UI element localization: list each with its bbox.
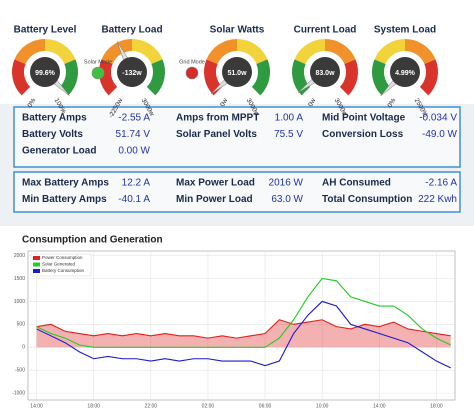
gauge-center [117,57,147,87]
gauge-zone [44,39,76,65]
series-line [36,277,451,348]
stat-label: Total Consumption [322,194,412,205]
y-tick-label: -1000 [12,390,25,396]
stat-label: Battery Amps [22,113,87,124]
legend-label: Solar Generated [42,262,76,267]
stat-label: Solar Panel Volts [176,129,257,140]
gauge-value: 99.6% [35,70,56,77]
gauge-center [30,57,60,87]
y-tick-label: 0 [22,345,25,351]
legend-label: Power Consumption [42,255,83,260]
gauge-zone [206,39,238,65]
legend-box [30,253,92,277]
gauge-title: Battery Level [14,25,77,36]
series-line [36,319,451,339]
gauge-value: -132w [122,70,142,77]
indicator-light [185,66,199,80]
stat-label: Conversion Loss [322,129,404,140]
gauge-zone [101,39,133,65]
x-tick-label: 14:00 [30,403,43,409]
gauge-value: 51.0w [227,70,247,77]
x-tick-label: 06:00 [259,403,272,409]
x-tick-label: 22:00 [145,403,158,409]
gauge-zone [324,39,356,65]
gauge-zone [131,39,163,65]
series-line [36,300,451,369]
gauge-zone [251,59,270,96]
gauge-title: System Load [374,25,436,36]
stat-value: 51.74 V [116,129,151,140]
x-tick-label: 14:00 [373,403,386,409]
x-tick-label: 18:00 [87,403,100,409]
gauge-center [390,57,420,87]
indicator-label: Solar Mode [84,59,112,65]
gauge-zone [294,39,326,65]
stat-value: -40.1 A [118,194,150,205]
stat-value: 75.5 V [274,129,303,140]
gauge-zone [372,59,391,96]
gauge-zone [374,39,406,65]
stat-value: 12.2 A [122,178,151,189]
gauge-zone [12,59,31,96]
legend-swatch [33,256,40,260]
gauge-zone [404,39,436,65]
legend-swatch [33,269,40,273]
y-tick-label: 500 [17,322,26,328]
gauge-center [222,57,252,87]
stat-label: Mid Point Voltage [322,113,406,124]
stat-label: AH Consumed [322,178,391,189]
stat-value: 63.0 W [271,194,303,205]
gauge-zone [419,59,438,96]
series-area [36,319,451,348]
gauge-value: 83.0w [315,70,335,77]
y-tick-label: 1000 [14,299,25,305]
panel [13,171,461,213]
x-tick-label: 18:00 [430,403,443,409]
stat-value: 2016 W [269,178,304,189]
gauge-zone [59,59,78,96]
stat-label: Min Power Load [176,194,253,205]
gauge-min: 0w [307,97,317,108]
gauge-min: 0% [387,97,398,109]
stat-label: Generator Load [22,146,96,157]
y-tick-label: 2000 [14,253,25,259]
gauge-zone [339,59,358,96]
gauge-value: 4.99% [395,70,416,77]
legend-swatch [33,262,40,267]
stat-value: -0.034 V [419,113,457,124]
x-tick-label: 10:00 [316,403,329,409]
gauge-zone [236,39,268,65]
stat-value: 222 Kwh [418,194,457,205]
stat-value: 1.00 A [275,113,304,124]
x-tick-label: 02:00 [202,403,215,409]
stat-value: -49.0 W [422,129,458,140]
indicator-label: Grid Mode [179,59,205,65]
gauge-title: Battery Load [101,25,162,36]
stat-value: 0.00 W [118,146,150,157]
stat-label: Battery Volts [22,129,83,140]
stat-label: Min Battery Amps [22,194,107,205]
stat-value: -2.55 A [118,113,150,124]
gauge-zone [99,59,118,96]
stat-value: -2.16 A [425,178,457,189]
gauge-min: 0w [219,97,229,108]
indicator-light [91,66,105,80]
gauge-title: Current Load [294,25,357,36]
stat-label: Max Battery Amps [22,178,109,189]
legend-label: Battery Consumption [42,268,85,273]
gauge-zone [146,59,165,96]
y-tick-label: 1500 [14,276,25,282]
chart-title: Consumption and Generation [22,235,163,246]
stat-label: Max Power Load [176,178,255,189]
panel [13,106,461,168]
gauge-title: Solar Watts [210,25,265,36]
y-tick-label: -500 [15,368,25,374]
gauge-zone [14,39,46,65]
gauge-center [310,57,340,87]
stat-label: Amps from MPPT [176,113,259,124]
gauge-min: 0% [27,97,38,109]
